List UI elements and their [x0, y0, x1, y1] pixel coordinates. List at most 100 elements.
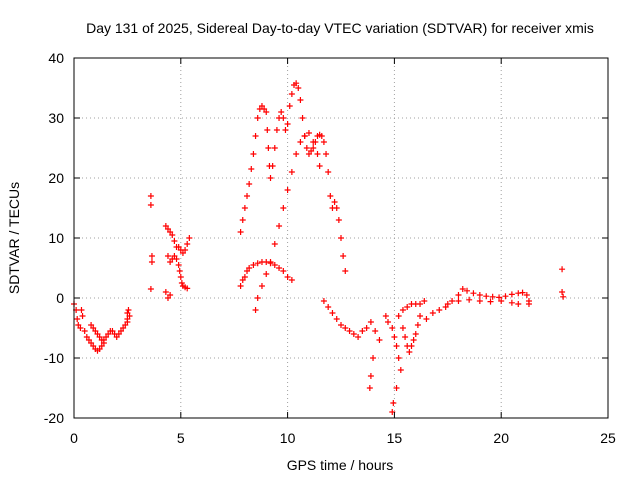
- x-tick-label: 20: [493, 430, 509, 446]
- data-point: [376, 337, 383, 343]
- data-point: [390, 400, 397, 406]
- data-point: [186, 235, 193, 241]
- data-point: [476, 298, 483, 304]
- data-point: [244, 193, 251, 199]
- data-point: [175, 262, 182, 268]
- data-point: [273, 127, 280, 133]
- data-point: [436, 307, 443, 313]
- data-point: [314, 151, 321, 157]
- data-point: [276, 265, 283, 271]
- data-point: [359, 328, 366, 334]
- data-point: [269, 163, 276, 169]
- data-point: [148, 253, 155, 259]
- data-point: [284, 187, 291, 193]
- data-point: [421, 298, 428, 304]
- data-point: [417, 301, 424, 307]
- data-point: [393, 385, 400, 391]
- data-point: [276, 223, 283, 229]
- data-point: [265, 145, 272, 151]
- data-point: [466, 296, 473, 303]
- data-point: [79, 313, 86, 319]
- data-point: [382, 313, 389, 319]
- data-point: [271, 262, 278, 268]
- data-point: [237, 229, 244, 235]
- data-point: [267, 259, 274, 265]
- data-point: [397, 367, 404, 373]
- data-point: [323, 151, 330, 157]
- data-point: [297, 97, 304, 103]
- data-point: [393, 343, 400, 349]
- data-point: [483, 293, 490, 300]
- data-point: [498, 298, 505, 304]
- data-point: [246, 181, 253, 187]
- data-point: [559, 289, 566, 295]
- data-point: [241, 274, 248, 280]
- data-point: [169, 232, 176, 238]
- data-point: [320, 139, 327, 145]
- data-point: [263, 271, 270, 277]
- data-point: [399, 325, 406, 331]
- data-point: [301, 133, 308, 139]
- data-point: [318, 133, 325, 139]
- data-point: [288, 91, 295, 97]
- data-point: [355, 334, 362, 340]
- data-point: [316, 163, 323, 169]
- data-point: [237, 283, 244, 289]
- data-point: [74, 316, 81, 322]
- data-point: [284, 274, 291, 280]
- axis-ticks: [73, 57, 609, 419]
- data-point: [297, 139, 304, 145]
- data-point: [248, 166, 255, 172]
- data-point: [124, 310, 131, 316]
- data-point: [414, 322, 421, 328]
- x-axis-label: GPS time / hours: [287, 457, 394, 473]
- data-point: [333, 205, 340, 211]
- data-point: [338, 235, 344, 241]
- data-point: [147, 193, 154, 199]
- data-point: [417, 313, 424, 319]
- data-point: [372, 328, 379, 334]
- data-point: [455, 298, 462, 304]
- data-point: [241, 205, 248, 211]
- data-point: [429, 310, 436, 316]
- data-point: [125, 307, 132, 313]
- data-point: [77, 325, 84, 331]
- data-point: [164, 253, 171, 259]
- data-point: [399, 307, 406, 313]
- data-point: [176, 268, 183, 274]
- data-point: [496, 294, 503, 301]
- data-point: [412, 331, 419, 337]
- data-point: [184, 285, 191, 292]
- data-point: [367, 373, 374, 379]
- data-point: [335, 217, 342, 223]
- data-point: [423, 316, 430, 322]
- data-point: [147, 202, 154, 208]
- data-point: [525, 298, 532, 304]
- data-point: [246, 265, 253, 271]
- data-point: [286, 103, 293, 109]
- data-point: [410, 337, 417, 343]
- data-point: [508, 299, 515, 306]
- data-point: [267, 175, 274, 181]
- data-point: [280, 115, 287, 121]
- data-point: [363, 325, 370, 331]
- data-point: [282, 127, 289, 133]
- data-point: [389, 325, 396, 331]
- data-point: [271, 145, 278, 151]
- data-point: [325, 304, 332, 310]
- data-point: [402, 334, 409, 340]
- y-tick-label: -20: [44, 410, 64, 426]
- data-point: [254, 260, 261, 267]
- y-tick-label: 20: [48, 170, 64, 186]
- data-point: [329, 310, 336, 316]
- data-point: [252, 307, 259, 313]
- data-point: [239, 217, 246, 223]
- data-point: [333, 316, 340, 322]
- data-point: [258, 283, 265, 289]
- grid: [74, 58, 608, 418]
- data-point: [395, 355, 402, 361]
- tick-labels: 0 5 10 15 20 25 -20 -10 0 10 20 30 40: [44, 50, 616, 446]
- data-point: [327, 193, 334, 199]
- data-point: [295, 85, 302, 91]
- data-point: [404, 304, 411, 310]
